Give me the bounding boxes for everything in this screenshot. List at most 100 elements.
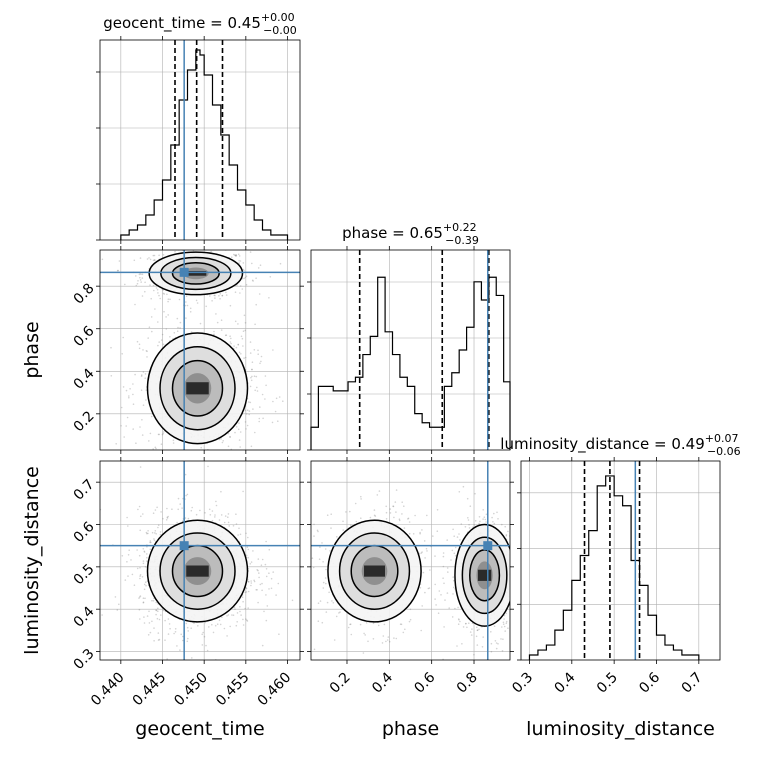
phase-vs-geocent-sample-point [179,327,181,329]
phase-vs-geocent-sample-point [227,432,230,435]
lumdist-vs-phase-sample-point [442,555,445,558]
phase-vs-geocent-sample-point [151,330,153,333]
lumdist-vs-phase-sample-point [407,518,409,520]
phase-vs-geocent-sample-point [101,258,104,261]
lumdist-vs-phase-sample-point [457,618,460,620]
phase-vs-geocent-sample-point [249,248,251,250]
lumdist-vs-phase-sample-point [465,622,467,625]
phase-vs-geocent-sample-point [161,333,164,336]
lumdist-vs-geocent-sample-point [174,631,177,633]
lumdist-vs-geocent-sample-point [167,618,170,620]
lumdist-vs-phase-sample-point [458,491,461,493]
lumdist-vs-phase-sample-point [513,552,515,554]
lumdist-vs-geocent-sample-point [256,589,258,591]
lumdist-vs-geocent-sample-point [264,563,267,566]
lumdist-vs-phase-sample-point [519,582,521,584]
lumdist-vs-geocent-sample-point [236,612,239,614]
phase-vs-geocent-sample-point [142,371,145,373]
lumdist-vs-geocent-sample-point [171,508,173,511]
lumdist-vs-geocent-sample-point [256,569,259,571]
phase-vs-geocent-sample-point [257,349,259,352]
lumdist-vs-geocent-sample-point [199,509,201,512]
x-tick-label: 0.455 [213,670,253,710]
lumdist-vs-geocent-sample-point [235,523,238,525]
phase-vs-geocent-sample-point [128,396,130,399]
phase-vs-geocent-sample-point [229,304,232,307]
phase-vs-geocent-sample-point [128,395,130,397]
phase-vs-geocent-sample-point [180,458,182,460]
phase-vs-geocent-sample-point [115,443,117,445]
lumdist-vs-phase-peak-cell [364,565,385,577]
geocent-time-title: geocent_time = 0.45+0.00 −0.00 [103,11,297,37]
lumdist-vs-geocent-sample-point [212,631,215,634]
phase-vs-geocent-sample-point [163,310,165,313]
lumdist-vs-geocent-sample-point [152,512,155,514]
lumdist-vs-geocent-contour-line [159,532,236,610]
y-tick-label: 0.4 [71,366,98,393]
phase-vs-geocent-sample-point [185,301,187,303]
lumdist-vs-phase-sample-point [504,630,507,632]
lumdist-vs-phase-sample-point [392,505,395,508]
phase-vs-geocent-sample-point [225,291,227,294]
lumdist-vs-phase-sample-point [502,638,504,640]
lumdist-vs-phase-sample-point [319,600,322,602]
lumdist-vs-geocent-sample-point [265,568,268,570]
lumdist-vs-phase-sample-point [496,511,498,514]
lumdist-vs-geocent-sample-point [258,572,260,574]
lumdist-vs-phase-sample-point [317,602,320,604]
lumdist-vs-geocent-sample-point [209,514,212,516]
lumdist-vs-phase-sample-point [372,622,375,625]
phase-vs-geocent-sample-point [159,297,161,300]
lumdist-vs-phase-sample-point [385,505,388,508]
phase-vs-geocent-sample-point [258,293,261,295]
lumdist-vs-geocent-sample-point [157,632,160,634]
lumdist-vs-geocent-sample-point [226,635,228,637]
lumdist-vs-phase-sample-point [365,622,368,624]
lumdist-vs-phase-sample-point [517,573,519,575]
lumdist-vs-geocent-sample-point [155,609,158,612]
lumdist-vs-geocent-sample-point [268,548,271,551]
phase-vs-geocent-sample-point [149,432,152,435]
lumdist-vs-geocent-sample-point [165,519,168,521]
lumdist-vs-geocent-sample-point [187,630,189,632]
phase-vs-geocent-sample-point [242,268,245,271]
phase-vs-geocent-sample-point [244,421,247,423]
phase-vs-geocent-sample-point [242,330,245,333]
lumdist-vs-geocent-sample-point [156,617,159,620]
lumdist-vs-geocent-sample-point [139,567,141,569]
lumdist-vs-geocent-sample-point [242,618,244,621]
lumdist-vs-phase-sample-point [471,628,473,630]
phase-vs-geocent-sample-point [110,375,113,377]
phase-vs-geocent-sample-point [182,471,184,473]
lumdist-vs-phase-sample-point [360,495,362,498]
lumdist-vs-phase-sample-point [322,581,325,584]
lumdist-vs-geocent-sample-point [266,605,269,607]
phase-vs-geocent-sample-point [184,304,187,307]
phase-vs-geocent-sample-point [214,297,216,299]
lumdist-vs-phase-sample-point [479,520,481,523]
phase-vs-geocent-sample-point [237,344,240,346]
phase-vs-geocent-sample-point [234,431,236,434]
phase-vs-geocent-sample-point [169,298,171,301]
lumdist-vs-geocent-sample-point [179,503,181,505]
lumdist-vs-phase-sample-point [317,620,320,622]
phase-vs-geocent-sample-point [245,413,248,415]
phase-vs-geocent-sample-point [186,304,189,307]
lumdist-vs-phase-sample-point [476,644,479,646]
lumdist-vs-phase-sample-point [483,516,486,518]
phase-vs-geocent-sample-point [153,259,156,261]
lumdist-vs-phase-sample-point [464,526,467,528]
lumdist-vs-phase-sample-point [373,509,376,511]
phase-vs-geocent-sample-point [146,350,148,353]
lumdist-vs-phase-sample-point [518,564,520,566]
phase-vs-geocent-sample-point [243,314,246,317]
lumdist-vs-geocent-sample-point [257,601,259,604]
lumdist-vs-phase-sample-point [515,556,517,558]
phase-vs-geocent-sample-point [155,287,158,289]
phase-vs-geocent-sample-point [211,243,213,245]
lumdist-vs-phase-sample-point [355,520,358,523]
lumdist-vs-phase-sample-point [382,635,385,637]
phase-vs-geocent-sample-point [139,426,141,428]
lumdist-vs-geocent-sample-point [173,632,175,635]
lumdist-vs-phase-sample-point [399,623,402,625]
